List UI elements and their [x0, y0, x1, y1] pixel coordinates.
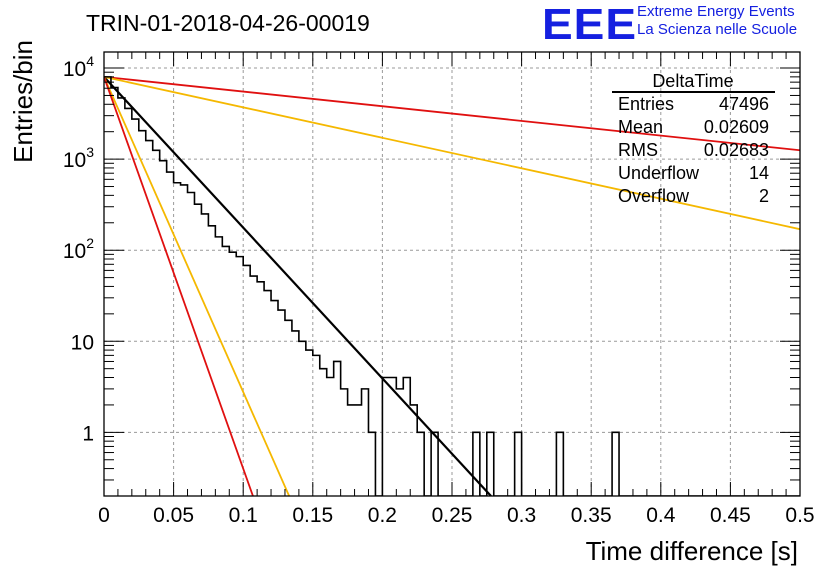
brand-line-2: La Scienza nelle Scuole	[637, 21, 798, 38]
fit-curve-1	[104, 76, 492, 496]
x-tick-label: 0.3	[507, 504, 536, 527]
fit-curve-2	[104, 75, 800, 152]
x-tick-label: 0	[98, 504, 110, 527]
stats-value-rms: 0.02683	[704, 140, 769, 160]
stats-box-title: DeltaTime	[652, 71, 733, 91]
stats-value-overflow: 2	[759, 186, 769, 206]
stats-value-entries: 47496	[719, 94, 769, 114]
x-tick-label: 0.05	[153, 504, 194, 527]
x-tick-label: 0.25	[432, 504, 473, 527]
brand-line-1: Extreme Energy Events	[637, 3, 795, 20]
x-tick-label: 0.45	[710, 504, 751, 527]
x-tick-label: 0.5	[785, 504, 814, 527]
x-tick-label: 0.1	[229, 504, 258, 527]
fit-curve-4	[104, 76, 290, 496]
stats-label-rms: RMS	[618, 140, 658, 160]
y-axis-label: Entries/bin	[8, 40, 38, 163]
stats-value-mean: 0.02609	[704, 117, 769, 137]
y-tick-label: 102	[63, 235, 94, 263]
x-tick-label: 0.2	[368, 504, 397, 527]
eee-logo: EEE	[542, 0, 638, 49]
x-axis-label: Time difference [s]	[586, 536, 798, 566]
chart-title: TRIN-01-2018-04-26-00019	[86, 10, 370, 36]
stats-value-underflow: 14	[749, 163, 769, 183]
x-tick-label: 0.15	[292, 504, 333, 527]
stats-label-underflow: Underflow	[618, 163, 700, 183]
fit-curve-3	[104, 75, 800, 231]
histogram-deltatime	[104, 76, 800, 496]
y-tick-label: 104	[63, 53, 94, 81]
fit-curve-5	[104, 76, 254, 496]
y-tick-label: 103	[63, 144, 94, 172]
x-tick-label: 0.4	[646, 504, 676, 527]
stats-label-mean: Mean	[618, 117, 663, 137]
y-tick-label: 10	[71, 331, 94, 354]
x-tick-label: 0.35	[571, 504, 612, 527]
stats-label-overflow: Overflow	[618, 186, 690, 206]
y-tick-label: 1	[82, 422, 94, 445]
stats-label-entries: Entries	[618, 94, 674, 114]
